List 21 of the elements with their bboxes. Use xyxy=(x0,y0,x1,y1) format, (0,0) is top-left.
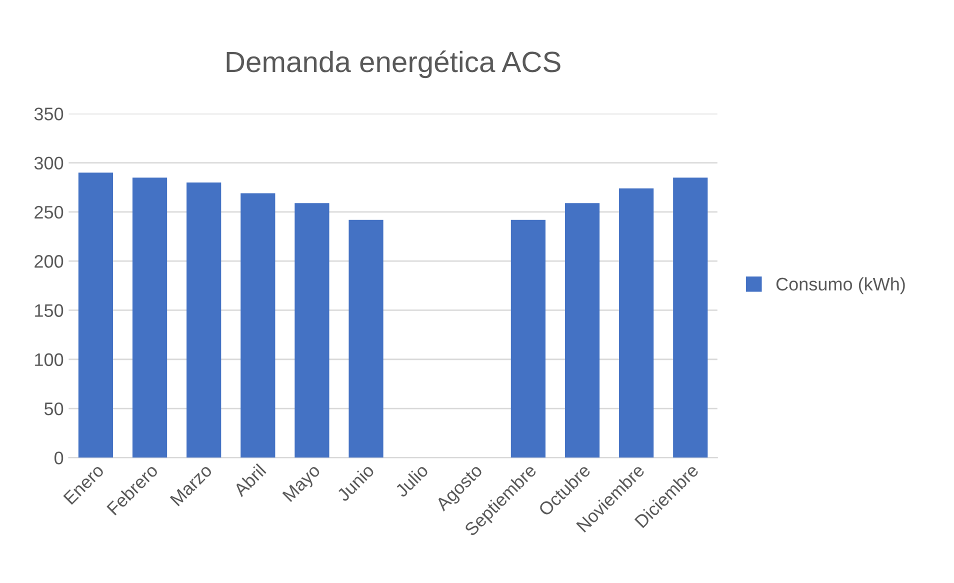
bar xyxy=(186,182,222,458)
y-tick-label: 250 xyxy=(34,206,64,219)
legend-label: Consumo (kWh) xyxy=(776,277,905,294)
y-tick-label: 50 xyxy=(44,402,64,416)
y-tick-label: 300 xyxy=(34,156,64,170)
y-tick-label: 100 xyxy=(35,353,64,366)
y-tick-label: 200 xyxy=(34,255,64,268)
y-tick-label: 350 xyxy=(34,108,64,120)
x-tick-label: Julio xyxy=(394,463,429,498)
bar xyxy=(240,193,276,458)
bar xyxy=(294,203,330,458)
chart-title: Demanda energética ACS xyxy=(226,50,560,78)
bar xyxy=(619,188,654,458)
bar xyxy=(348,220,384,458)
y-tick-label: 150 xyxy=(35,304,64,317)
bar xyxy=(564,203,600,458)
bar xyxy=(78,172,114,458)
y-tick-label: 0 xyxy=(54,452,64,464)
bar xyxy=(132,178,168,458)
bar xyxy=(673,178,708,458)
bar xyxy=(510,220,546,458)
